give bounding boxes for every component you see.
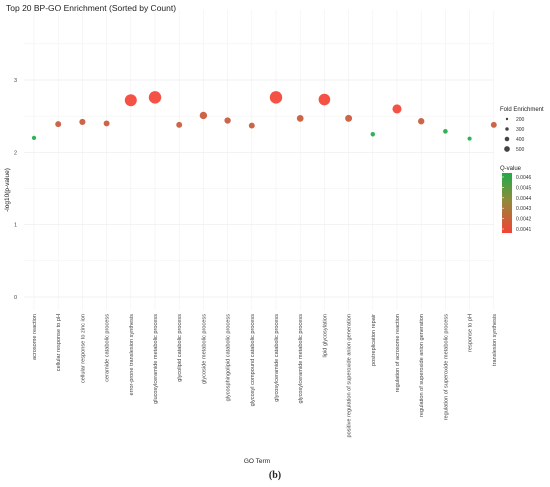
size-legend: Fold Enrichment 200 300 400 500	[500, 107, 544, 153]
data-point[interactable]	[248, 122, 255, 129]
data-point[interactable]	[176, 121, 183, 128]
x-tick-label: regulation of acrosome reaction	[395, 314, 401, 392]
data-point[interactable]	[318, 93, 331, 106]
x-tick-label: regulation of superoxide metabolic proce…	[443, 314, 449, 421]
y-tick-label: 0	[14, 295, 17, 301]
x-axis-ticks: acrosome reaction cellular response to pH…	[32, 314, 498, 438]
x-tick-label: translesion synthesis	[492, 314, 498, 366]
size-legend-key	[505, 117, 509, 121]
data-point[interactable]	[224, 117, 231, 124]
x-tick-label: regulation of superoxide anion generatio…	[419, 314, 425, 417]
size-legend-label: 300	[516, 127, 525, 133]
x-tick-label: glycosyl compound catabolic process	[250, 314, 256, 407]
x-tick-label: postreplication repair	[371, 314, 377, 366]
data-point[interactable]	[148, 91, 162, 104]
data-point[interactable]	[443, 129, 448, 134]
grid-lines	[24, 10, 495, 310]
x-tick-label: cellular response to pH	[56, 314, 62, 371]
data-point[interactable]	[269, 91, 283, 104]
x-tick-label: response to pH	[468, 314, 474, 352]
x-tick-label: glycosphingolipid catabolic process	[226, 314, 232, 402]
data-point[interactable]	[199, 111, 208, 120]
size-legend-key	[505, 127, 509, 131]
data-point[interactable]	[490, 121, 497, 128]
color-legend: Q-value 0.0046 0.0045 0.0044 0.0043 0.0042 0.…	[500, 166, 532, 233]
color-legend-label: 0.0046	[516, 175, 532, 181]
data-point[interactable]	[79, 118, 86, 126]
data-point[interactable]	[296, 114, 304, 122]
chart-title: Top 20 BP-GO Enrichment (Sorted by Count…	[6, 3, 177, 13]
data-point[interactable]	[31, 135, 37, 140]
size-legend-label: 200	[516, 117, 525, 123]
y-axis-ticks: 0 1 2 3	[14, 78, 17, 301]
size-legend-key	[504, 146, 510, 152]
data-point[interactable]	[124, 94, 137, 107]
data-point[interactable]	[103, 120, 110, 127]
x-tick-label: cellular response to zinc ion	[80, 314, 86, 383]
x-tick-label: glycoside metabolic process	[201, 314, 207, 384]
x-axis-label: GO Term	[244, 458, 270, 465]
color-legend-label: 0.0041	[516, 227, 532, 233]
x-tick-label: glucosylceramide metabolic process	[153, 314, 159, 404]
x-tick-label: glycolipid catabolic process	[177, 314, 183, 382]
x-tick-label: error-prone translesion synthesis	[129, 314, 135, 396]
data-point[interactable]	[55, 121, 62, 128]
x-tick-label: positive regulation of superoxide anion …	[347, 314, 353, 437]
data-point[interactable]	[418, 118, 425, 125]
x-tick-label: lipid glycosylation	[322, 314, 328, 358]
data-point[interactable]	[370, 132, 376, 137]
color-legend-title: Q-value	[500, 166, 522, 172]
x-tick-label: ceramide catabolic process	[105, 314, 111, 382]
size-legend-label: 500	[516, 147, 525, 153]
color-legend-label: 0.0043	[516, 206, 532, 212]
x-tick-label: glycosylceramide catabolic process	[274, 314, 280, 402]
size-legend-key	[504, 136, 510, 142]
color-legend-label: 0.0044	[516, 196, 532, 202]
data-points	[31, 91, 497, 141]
x-tick-label: glycosylceramide metabolic process	[298, 314, 304, 404]
panel-label: (b)	[268, 470, 282, 481]
data-point[interactable]	[345, 114, 353, 122]
x-tick-label: acrosome reaction	[32, 314, 38, 360]
color-legend-label: 0.0042	[516, 217, 532, 223]
data-point[interactable]	[392, 104, 402, 114]
y-axis-label: -log10(p-value)	[4, 168, 11, 212]
size-legend-label: 400	[516, 137, 525, 143]
data-point[interactable]	[467, 136, 472, 141]
y-tick-label: 3	[14, 78, 17, 84]
y-tick-label: 1	[14, 223, 17, 229]
color-legend-label: 0.0045	[516, 185, 532, 191]
size-legend-title: Fold Enrichment	[500, 107, 544, 113]
y-tick-label: 2	[14, 150, 17, 156]
color-legend-bar	[502, 173, 512, 233]
